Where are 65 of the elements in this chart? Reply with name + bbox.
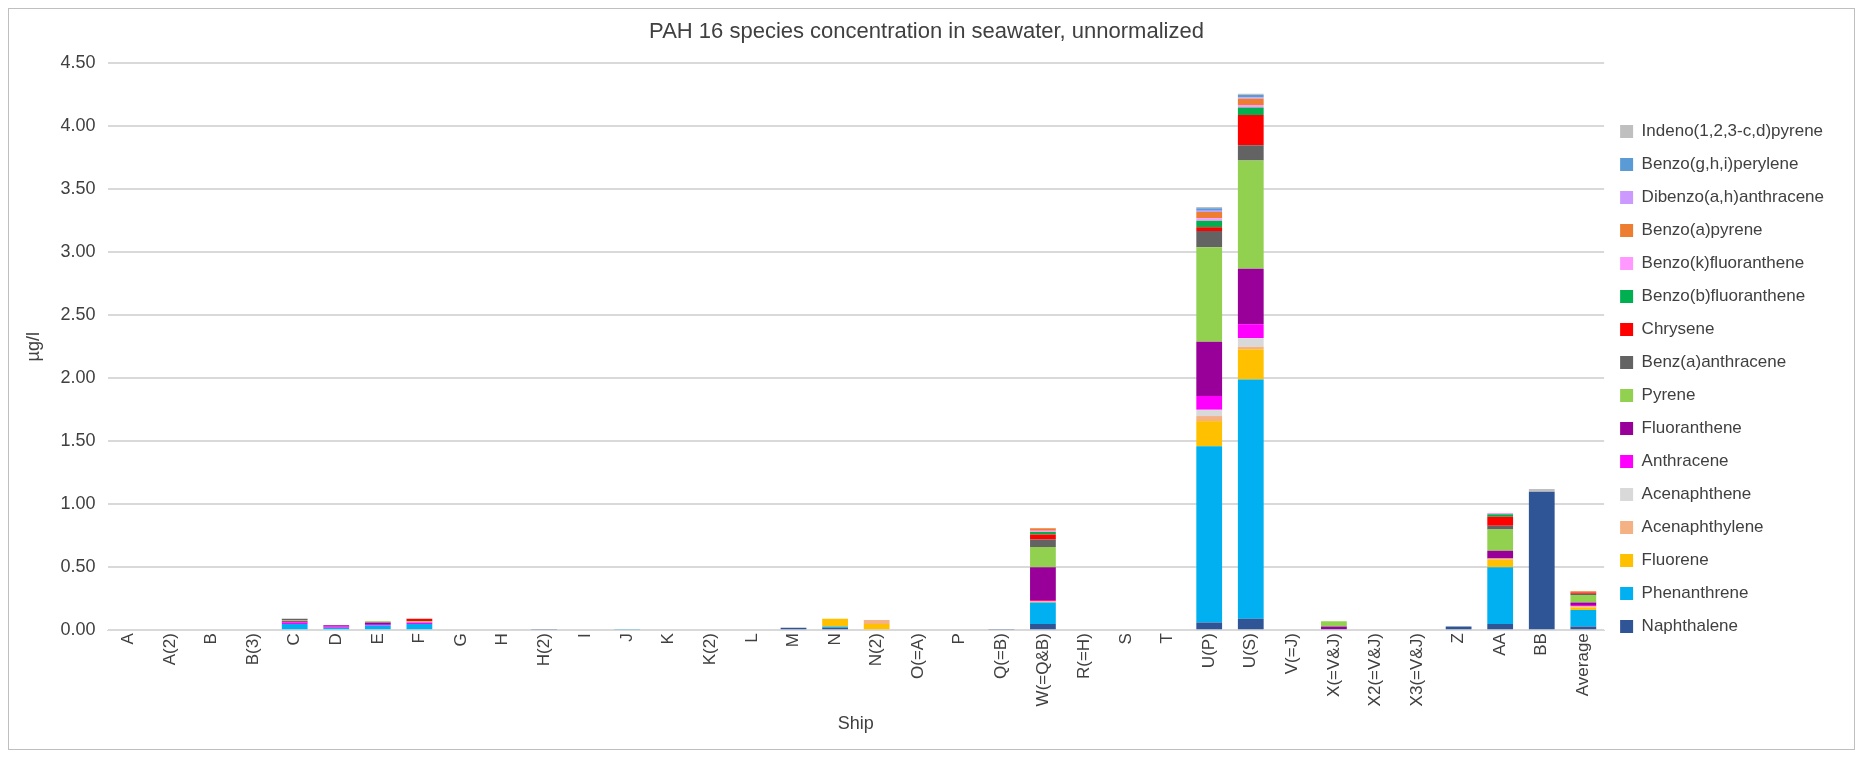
legend-label: Benzo(k)fluoranthene bbox=[1641, 253, 1805, 273]
x-tick-label: H bbox=[492, 633, 512, 646]
x-tick-label: A(2) bbox=[159, 633, 179, 666]
x-tick-label: B(3) bbox=[242, 633, 262, 666]
x-tick-label: Z bbox=[1448, 633, 1468, 644]
x-tick-label: T bbox=[1157, 633, 1177, 644]
legend-label: Anthracene bbox=[1641, 451, 1729, 471]
x-tick-label: N bbox=[824, 633, 844, 646]
legend-label: Chrysene bbox=[1641, 319, 1715, 339]
x-tick-label: N(2) bbox=[866, 633, 886, 667]
x-tick-label: P bbox=[949, 633, 969, 645]
x-tick-label: K(2) bbox=[700, 633, 720, 666]
x-tick-label: I bbox=[575, 633, 595, 638]
legend-label: Fluorene bbox=[1641, 550, 1709, 570]
x-tick-label: X2(=V&J) bbox=[1365, 633, 1385, 707]
legend-label: Benz(a)anthracene bbox=[1641, 352, 1787, 372]
x-tick-label: V(=J) bbox=[1282, 633, 1302, 675]
x-tick-label: Average bbox=[1573, 633, 1593, 697]
legend-label: Indeno(1,2,3-c,d)pyrene bbox=[1641, 121, 1824, 141]
x-tick-label: A bbox=[118, 632, 138, 645]
y-axis-title: µg/l bbox=[22, 332, 43, 362]
y-tick-label: 2.50 bbox=[60, 304, 96, 325]
x-tick-label: U(S) bbox=[1240, 633, 1260, 669]
x-tick-label: D bbox=[325, 633, 345, 646]
y-tick-label: 1.50 bbox=[60, 430, 96, 451]
x-tick-label: W(=Q&B) bbox=[1032, 633, 1052, 707]
x-tick-label: C bbox=[284, 633, 304, 646]
legend-label: Pyrene bbox=[1641, 385, 1696, 405]
legend-label: Benzo(g,h,i)perylene bbox=[1641, 154, 1799, 174]
x-tick-label: X(=V&J) bbox=[1323, 633, 1343, 697]
x-tick-label: M bbox=[783, 633, 803, 648]
y-tick-label: 4.50 bbox=[60, 52, 96, 73]
y-tick-label: 3.00 bbox=[60, 241, 96, 262]
x-tick-label: J bbox=[616, 633, 636, 642]
legend-label: Benzo(a)pyrene bbox=[1641, 220, 1763, 240]
x-tick-label: Q(=B) bbox=[991, 633, 1011, 679]
y-tick-label: 0.50 bbox=[60, 556, 96, 577]
legend-label: Phenanthrene bbox=[1641, 583, 1749, 603]
legend-label: Acenaphthene bbox=[1641, 484, 1752, 504]
legend-label: Dibenzo(a,h)anthracene bbox=[1641, 187, 1825, 207]
x-tick-label: X3(=V&J) bbox=[1406, 633, 1426, 707]
x-tick-label: G bbox=[450, 633, 470, 647]
legend-label: Naphthalene bbox=[1641, 616, 1739, 636]
legend-label: Acenaphthylene bbox=[1641, 517, 1764, 537]
chart-title: PAH 16 species concentration in seawater, unnormalized bbox=[649, 18, 1204, 44]
y-tick-label: 0.00 bbox=[60, 619, 96, 640]
y-tick-label: 1.00 bbox=[60, 493, 96, 514]
x-tick-label: S bbox=[1115, 633, 1135, 645]
legend-label: Fluoranthene bbox=[1641, 418, 1742, 438]
x-tick-label: B bbox=[201, 633, 221, 645]
x-tick-label: U(P) bbox=[1198, 633, 1218, 669]
x-tick-label: L bbox=[741, 633, 761, 643]
x-tick-label: AA bbox=[1489, 632, 1509, 656]
y-tick-label: 4.00 bbox=[60, 115, 96, 136]
legend-label: Benzo(b)fluoranthene bbox=[1641, 286, 1806, 306]
x-tick-label: H(2) bbox=[533, 633, 553, 667]
x-tick-label: R(=H) bbox=[1074, 633, 1094, 679]
x-tick-label: E bbox=[367, 633, 387, 645]
x-tick-label: O(=A) bbox=[907, 633, 927, 679]
x-axis-title: Ship bbox=[837, 713, 874, 734]
y-tick-label: 3.50 bbox=[60, 178, 96, 199]
x-tick-label: F bbox=[409, 633, 429, 644]
x-tick-label: K bbox=[658, 632, 678, 645]
y-tick-label: 2.00 bbox=[60, 367, 96, 388]
x-tick-label: BB bbox=[1531, 633, 1551, 656]
